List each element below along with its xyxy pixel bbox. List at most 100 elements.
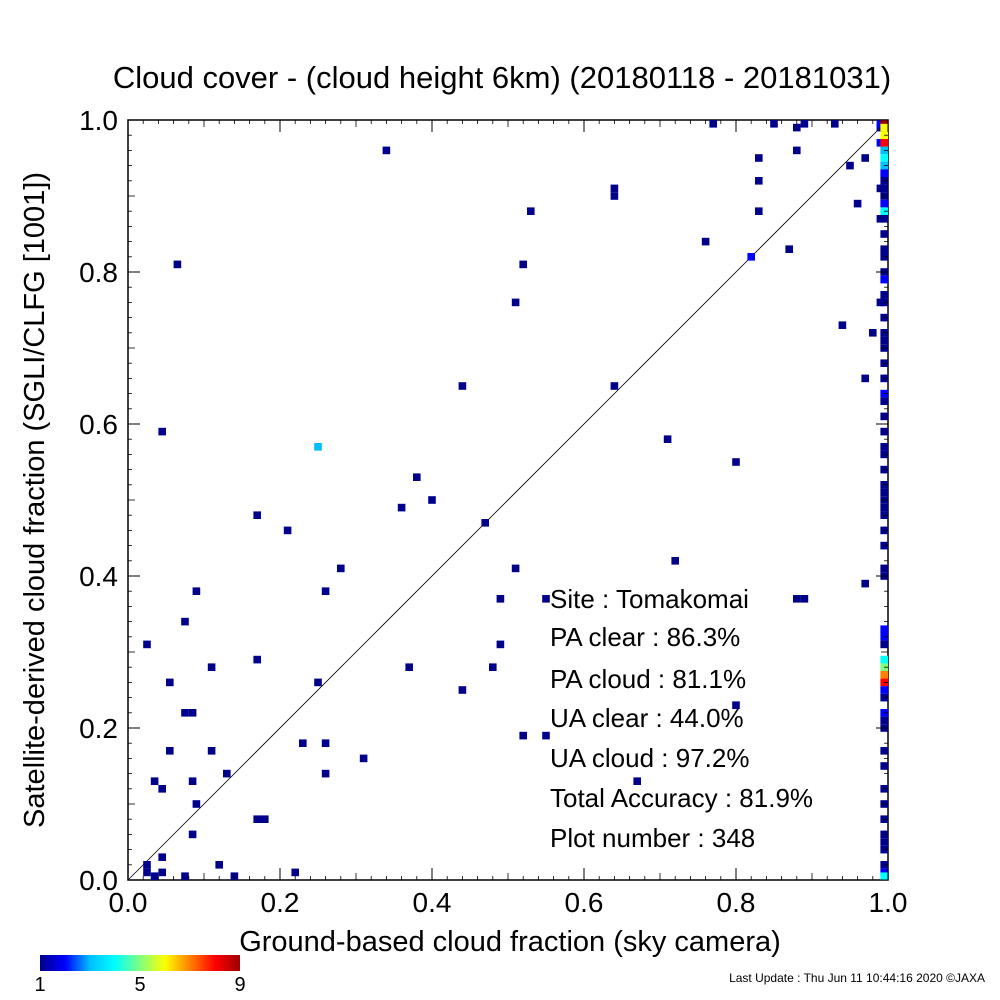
data-point (880, 716, 888, 725)
x-axis-ticks: 0.0 0.2 0.4 0.6 0.8 1.0 (109, 120, 908, 918)
colorbar-gradient (40, 955, 240, 971)
x-tick-label: 0.4 (413, 887, 452, 918)
data-point (458, 382, 467, 390)
data-point (876, 120, 885, 128)
data-point (861, 154, 869, 162)
data-point (283, 526, 292, 535)
statistics-panel: Site : Tomakomai PA clear : 86.3% PA clo… (550, 584, 813, 853)
data-point (337, 564, 345, 573)
y-tick-label: 1.0 (79, 105, 118, 136)
data-point (793, 123, 801, 132)
data-point (321, 587, 330, 595)
data-point (542, 595, 550, 603)
data-point (158, 853, 166, 861)
data-point (207, 663, 216, 671)
data-point (880, 868, 888, 877)
data-point (519, 260, 527, 269)
data-point (188, 777, 197, 785)
data-point (880, 427, 888, 436)
data-point (732, 701, 740, 709)
data-point (150, 872, 159, 880)
data-point (880, 291, 888, 299)
data-point (527, 207, 535, 215)
data-point (314, 678, 322, 687)
data-point (663, 435, 672, 443)
x-tick-label: 0.6 (565, 887, 604, 918)
y-tick-label: 0.0 (79, 865, 118, 896)
data-point (192, 587, 201, 595)
data-point (382, 146, 391, 155)
data-point (880, 154, 888, 162)
data-point (838, 321, 847, 329)
y-tick-label: 0.8 (79, 257, 118, 288)
data-point (143, 640, 151, 649)
data-point (800, 595, 809, 603)
data-point (610, 184, 619, 193)
data-point (880, 640, 888, 649)
data-point (880, 564, 888, 573)
data-point (359, 754, 368, 763)
colorbar-tick-label: 1 (34, 974, 45, 996)
data-point (880, 397, 888, 405)
data-point (755, 177, 763, 185)
data-point (397, 503, 406, 512)
y-tick-label: 0.4 (79, 561, 118, 592)
data-point (880, 625, 888, 633)
data-point (755, 154, 763, 162)
data-point (458, 686, 467, 694)
data-point (880, 245, 888, 253)
data-point (880, 686, 888, 694)
data-point (880, 488, 888, 497)
data-point (181, 872, 189, 880)
y-axis-label: Satellite-derived cloud fraction (SGLI/C… (19, 172, 51, 828)
data-point (166, 747, 174, 755)
data-point (496, 595, 505, 603)
data-point (158, 868, 166, 877)
data-point (880, 230, 888, 238)
data-point (166, 678, 174, 687)
data-point (519, 731, 527, 740)
data-point (831, 120, 839, 128)
x-tick-label: 1.0 (869, 887, 908, 918)
data-point (876, 215, 885, 223)
data-point (321, 769, 330, 778)
data-point (253, 815, 261, 823)
data-point (861, 579, 869, 588)
plot-area (127, 119, 889, 881)
data-point (880, 747, 888, 755)
data-point (880, 215, 888, 223)
colorbar-tick-label: 9 (234, 974, 245, 996)
data-point (253, 655, 261, 664)
data-point (880, 762, 888, 770)
data-point (489, 663, 497, 671)
data-point (671, 557, 679, 565)
data-point (709, 120, 717, 128)
data-point (428, 496, 436, 504)
data-point (880, 336, 888, 345)
stat-ua-clear: UA clear : 44.0% (550, 703, 744, 733)
y-axis-ticks: 0.0 0.2 0.4 0.6 0.8 1.0 (79, 105, 888, 896)
data-point (158, 427, 166, 436)
data-point (793, 146, 801, 155)
data-point (633, 777, 641, 785)
last-update-footer: Last Update : Thu Jun 11 10:44:16 2020 ©… (729, 971, 985, 985)
data-point (188, 709, 197, 717)
data-point (747, 253, 755, 261)
data-point (880, 169, 888, 177)
data-point (291, 868, 299, 877)
stat-total-accuracy: Total Accuracy : 81.9% (550, 783, 813, 813)
data-point (793, 595, 801, 603)
stat-pa-cloud: PA cloud : 81.1% (550, 664, 746, 694)
data-point (192, 800, 201, 808)
data-point (755, 207, 763, 215)
stat-ua-cloud: UA cloud : 97.2% (550, 743, 749, 773)
data-point (880, 838, 888, 846)
x-tick-label: 0.2 (261, 887, 300, 918)
data-points (143, 120, 888, 880)
data-point (188, 830, 197, 839)
stat-plot-number: Plot number : 348 (550, 823, 755, 853)
colorbar: 1 5 9 (34, 955, 246, 996)
x-tick-label: 0.8 (717, 887, 756, 918)
data-point (158, 785, 166, 793)
